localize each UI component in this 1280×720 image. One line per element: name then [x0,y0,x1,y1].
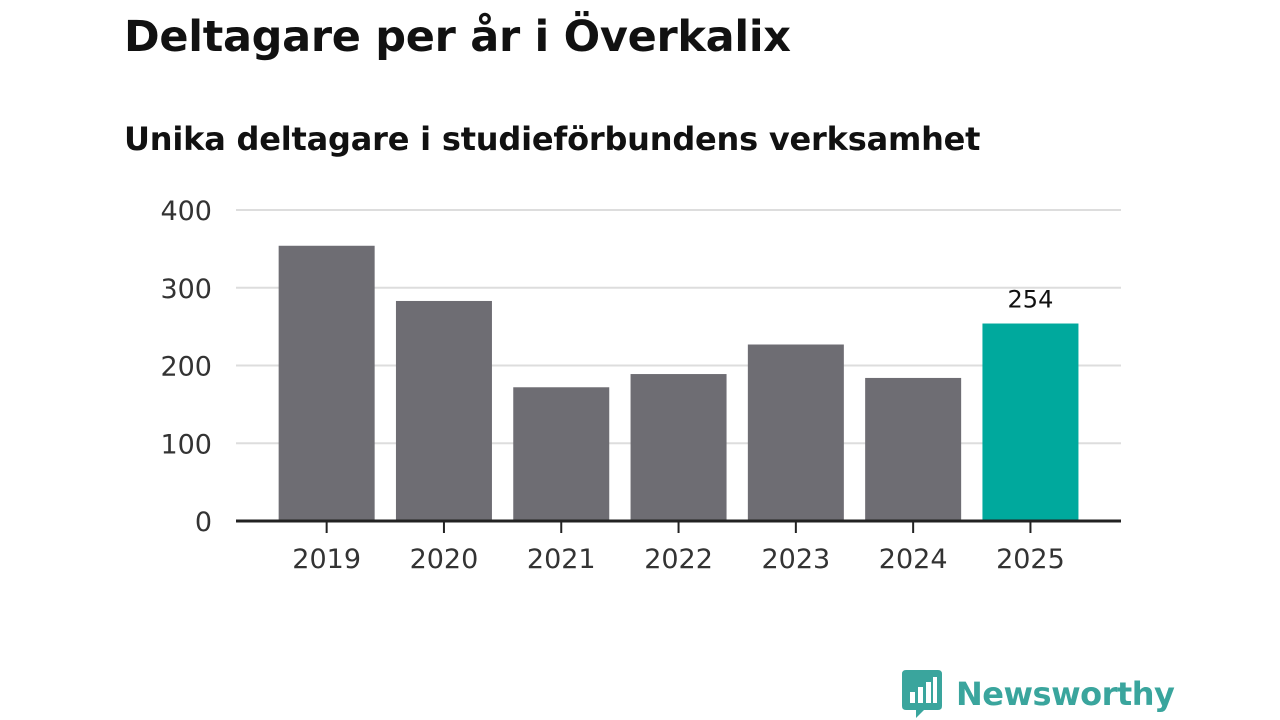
bar-2019 [278,245,375,521]
y-axis-ticks: 0 100 200 300 400 [160,196,212,538]
y-tick-label: 300 [160,274,212,305]
data-labels: 254 [1008,286,1054,314]
bar-2021 [513,387,610,521]
x-tick-label: 2020 [410,544,479,575]
y-tick-label: 200 [160,352,212,383]
x-tick-label: 2023 [761,544,830,575]
y-tick-label: 100 [160,429,212,460]
data-label-2025: 254 [1008,286,1054,314]
bar-2023 [747,344,844,521]
bars [278,245,1079,521]
x-tick-label: 2025 [996,544,1065,575]
bar-chart-speech-bubble-icon [902,670,942,718]
x-tick-label: 2022 [644,544,713,575]
y-tick-label: 400 [160,196,212,227]
bar-2020 [395,300,492,521]
newsworthy-brand: Newsworthy [902,669,1175,719]
y-tick-label: 0 [195,507,212,538]
chart-title: Deltagare per år i Överkalix [124,12,791,62]
x-tick-label: 2021 [527,544,596,575]
x-axis-ticks: 2019 2020 2021 2022 2023 2024 2025 [292,521,1065,575]
chart-subtitle: Unika deltagare i studieförbundens verks… [124,120,981,158]
bar-2025 [982,323,1079,521]
x-tick-label: 2024 [879,544,948,575]
bar-2022 [630,374,727,521]
brand-name: Newsworthy [956,675,1175,713]
x-tick-label: 2019 [292,544,361,575]
bar-2024 [865,377,962,521]
